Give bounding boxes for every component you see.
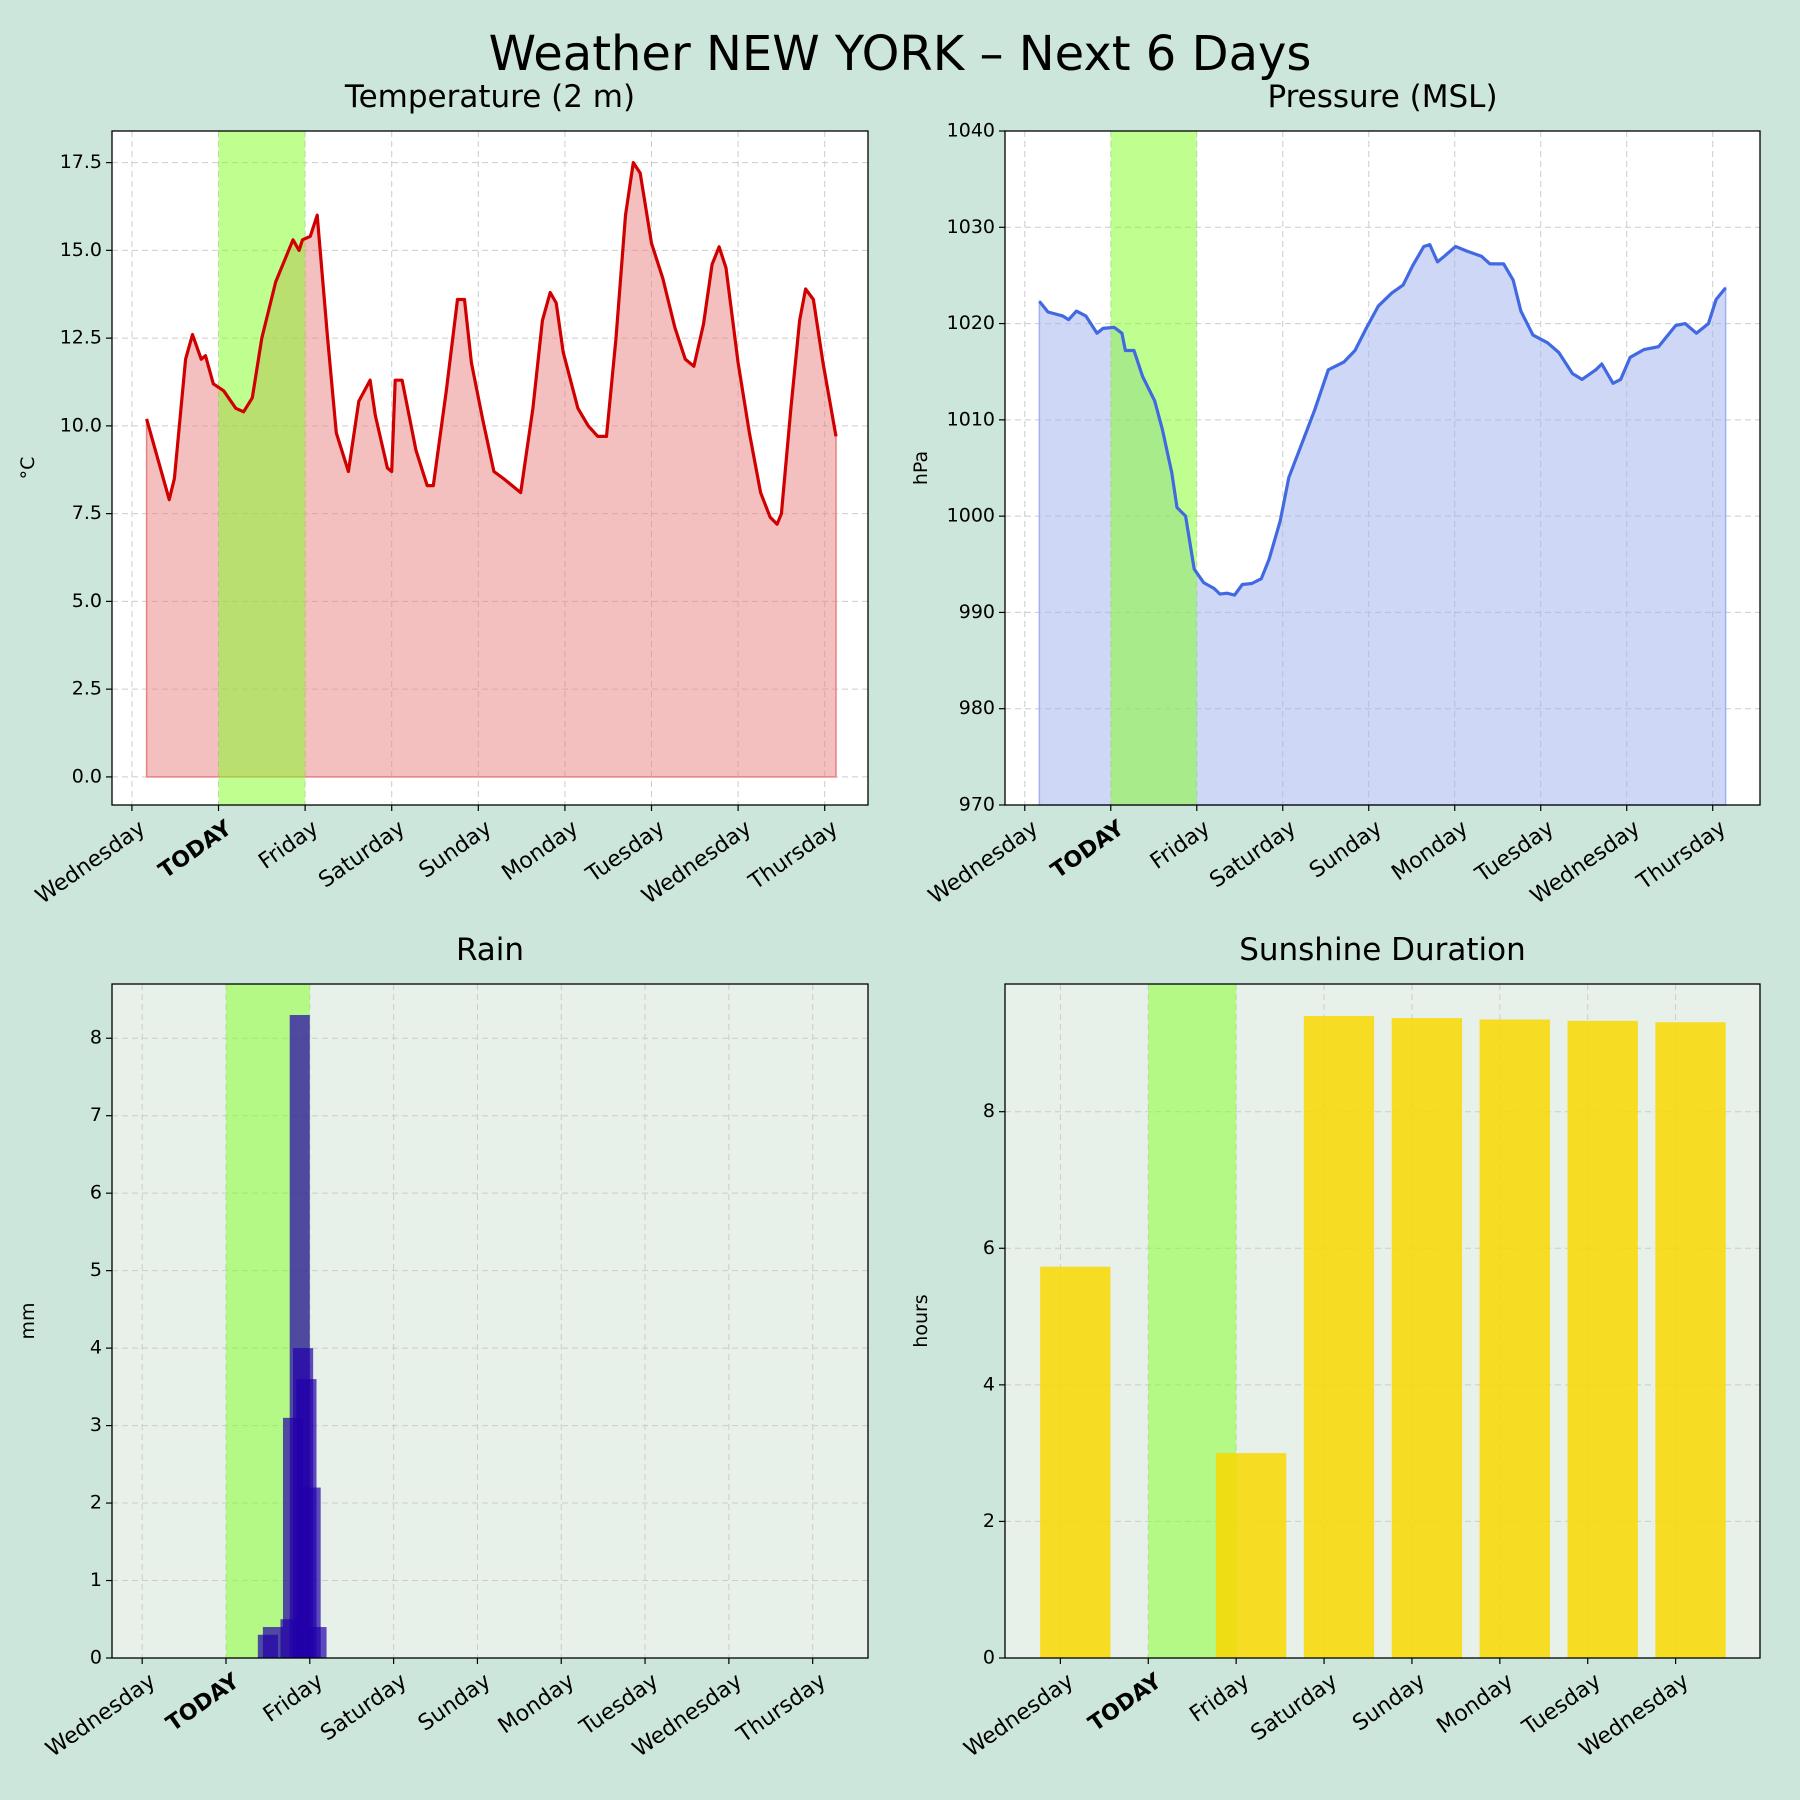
x-tick-label: Monday: [1387, 816, 1472, 886]
x-tick-label: Thursday: [1632, 816, 1731, 896]
y-tick-label: 12.5: [60, 327, 102, 349]
x-tick-label: Sunday: [414, 1669, 496, 1737]
y-tick-label: 7: [90, 1104, 102, 1126]
y-tick-label: 1: [90, 1569, 102, 1591]
y-tick-label: 4: [983, 1373, 995, 1395]
plot-background: [112, 984, 868, 1658]
subplot-title: Sunshine Duration: [1239, 932, 1526, 968]
y-tick-label: 1010: [947, 408, 995, 430]
line: [145, 161, 838, 526]
plot-background: [1005, 984, 1760, 1658]
y-tick-label: 8: [90, 1027, 102, 1049]
y-tick-label: 0.0: [72, 765, 102, 787]
x-tick-label: Friday: [254, 816, 323, 875]
y-tick-label: 2: [983, 1510, 995, 1532]
x-tick-label: TODAY: [162, 1668, 245, 1737]
x-tick-label: Thursday: [732, 1669, 831, 1749]
y-axis-label: °C: [17, 457, 39, 480]
bar: [1567, 1020, 1638, 1658]
x-tick-label: Friday: [1146, 816, 1215, 875]
y-tick-label: 6: [983, 1237, 995, 1259]
plot-border: [111, 130, 869, 806]
x-tick-label: TODAY: [1084, 1668, 1167, 1737]
bar: [1655, 1022, 1726, 1658]
x-tick-label: Sunday: [1348, 1669, 1430, 1737]
x-tick-label: Saturday: [314, 816, 410, 893]
y-tick-label: 0: [983, 1647, 995, 1669]
y-tick-label: 1020: [947, 312, 995, 334]
subplot-title: Pressure (MSL): [1267, 79, 1497, 115]
y-tick-label: 990: [959, 601, 995, 623]
bar: [300, 1487, 321, 1658]
y-tick-label: 6: [90, 1182, 102, 1204]
y-axis-label: hours: [910, 1294, 932, 1347]
x-tick-label: Saturday: [1247, 1669, 1343, 1746]
highlight-band: [1110, 131, 1197, 805]
x-tick-label: Wednesday: [924, 816, 1043, 910]
y-tick-label: 980: [959, 697, 995, 719]
x-tick-label: Wednesday: [42, 1669, 161, 1763]
plot-border: [111, 983, 869, 1659]
x-tick-label: Wednesday: [960, 1669, 1079, 1763]
y-tick-label: 10.0: [60, 414, 102, 436]
x-tick-label: Friday: [1185, 1669, 1254, 1728]
x-tick-label: TODAY: [1047, 815, 1130, 884]
plot-border: [1004, 130, 1761, 806]
y-tick-label: 0: [90, 1647, 102, 1669]
y-axis-label: hPa: [910, 451, 932, 485]
bar: [262, 1627, 283, 1658]
highlight-band: [218, 131, 306, 805]
y-tick-label: 2.5: [72, 678, 102, 700]
y-tick-label: 8: [983, 1100, 995, 1122]
x-tick-label: Thursday: [744, 816, 843, 896]
x-tick-label: Saturday: [316, 1669, 412, 1746]
plot-border: [1004, 983, 1761, 1659]
y-tick-label: 1030: [947, 216, 995, 238]
y-tick-label: 5.0: [72, 590, 102, 612]
y-tick-label: 2: [90, 1492, 102, 1514]
bar: [1303, 1016, 1375, 1658]
x-tick-label: Monday: [494, 1669, 579, 1739]
y-tick-label: 3: [90, 1414, 102, 1436]
bar: [1479, 1019, 1550, 1658]
subplot-title: Temperature (2 m): [344, 79, 635, 115]
page-title: Weather NEW YORK – Next 6 Days: [489, 26, 1312, 82]
y-tick-label: 970: [959, 794, 995, 816]
y-tick-label: 4: [90, 1337, 102, 1359]
bar: [1215, 1453, 1287, 1658]
bar: [306, 1627, 327, 1658]
y-tick-label: 5: [90, 1259, 102, 1281]
y-tick-label: 1000: [947, 505, 995, 527]
y-tick-label: 1040: [947, 120, 995, 142]
x-tick-label: Sunday: [1305, 816, 1387, 884]
x-tick-label: Monday: [498, 816, 583, 886]
x-tick-label: Sunday: [415, 816, 497, 884]
bar: [1391, 1018, 1463, 1658]
line: [1038, 243, 1727, 597]
x-tick-label: Monday: [1433, 1669, 1518, 1739]
x-tick-label: Saturday: [1205, 816, 1301, 893]
x-tick-label: Wednesday: [31, 816, 150, 910]
y-tick-label: 17.5: [60, 151, 102, 173]
y-axis-label: mm: [17, 1302, 39, 1339]
x-tick-label: Friday: [259, 1669, 328, 1728]
y-tick-label: 15.0: [60, 239, 102, 261]
x-tick-label: TODAY: [154, 815, 237, 884]
bar: [1040, 1266, 1111, 1658]
y-tick-label: 7.5: [72, 502, 102, 524]
subplot-title: Rain: [456, 932, 524, 968]
